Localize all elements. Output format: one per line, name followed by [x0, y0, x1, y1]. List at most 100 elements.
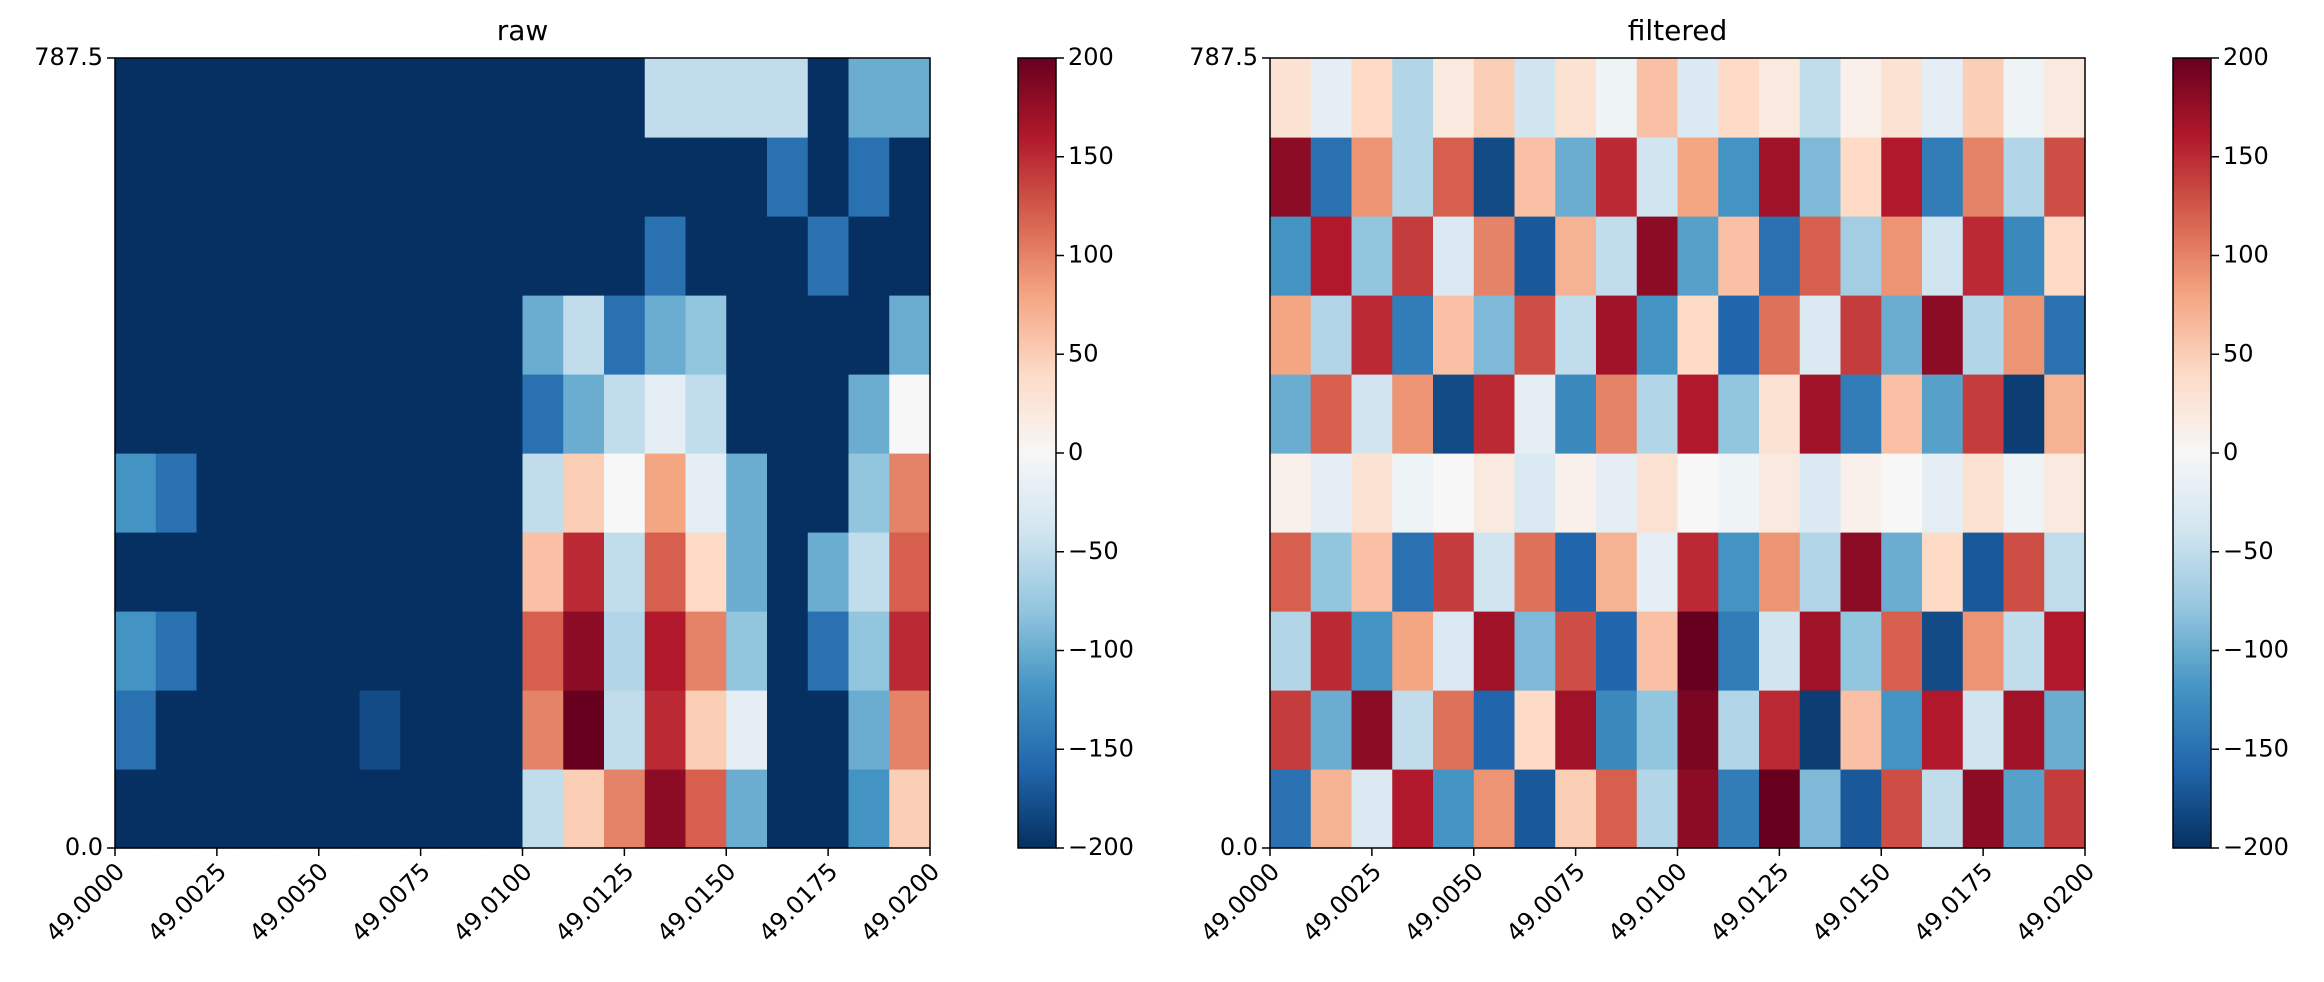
heatmap-cell: [196, 58, 238, 138]
heatmap-cell: [1596, 611, 1638, 691]
heatmap-cell: [359, 216, 401, 296]
heatmap-cell: [1759, 690, 1801, 770]
heatmap-cell: [1514, 453, 1556, 533]
heatmap-cell: [726, 453, 768, 533]
heatmap-cell: [1881, 453, 1923, 533]
heatmap-cell: [563, 295, 605, 375]
heatmap-cell: [481, 690, 524, 770]
heatmap-cell: [278, 453, 320, 533]
heatmap-cell: [685, 769, 727, 849]
heatmap-cell: [2003, 216, 2045, 296]
chart-title: raw: [497, 14, 549, 47]
heatmap-cell: [1555, 137, 1597, 217]
heatmap-cell: [1514, 532, 1556, 612]
heatmap-cell: [522, 453, 564, 533]
heatmap-cell: [604, 690, 646, 770]
heatmap-cell: [685, 532, 727, 612]
heatmap-cell: [1473, 295, 1516, 375]
heatmap-cell: [1392, 690, 1434, 770]
heatmap-cell: [726, 769, 768, 849]
heatmap-cell: [807, 295, 850, 375]
heatmap-cell: [1596, 374, 1638, 454]
x-tick-label: 49.0025: [1297, 857, 1387, 947]
heatmap-cell: [1433, 216, 1475, 296]
heatmap-cell: [237, 295, 279, 375]
heatmap-cell: [2003, 453, 2045, 533]
heatmap-cell: [1433, 374, 1475, 454]
heatmap-cell: [1799, 137, 1842, 217]
heatmap-cell: [644, 611, 687, 691]
heatmap-cell: [481, 137, 524, 217]
heatmap-cell: [1677, 295, 1719, 375]
heatmap-cell: [1596, 453, 1638, 533]
heatmap-cell: [1310, 137, 1353, 217]
heatmap-cell: [1351, 532, 1393, 612]
heatmap-cell: [1596, 295, 1638, 375]
heatmap-cell: [1881, 374, 1923, 454]
heatmap-cell: [726, 611, 768, 691]
heatmap-cell: [767, 58, 809, 138]
heatmap-cell: [2003, 374, 2045, 454]
heatmap-cell: [1677, 611, 1719, 691]
heatmap-cell: [685, 453, 727, 533]
heatmap-cell: [1351, 453, 1393, 533]
heatmap-cell: [726, 690, 768, 770]
heatmap-cell: [155, 532, 198, 612]
heatmap-cell: [1310, 453, 1353, 533]
heatmap-cell: [1718, 295, 1760, 375]
heatmap-cell: [1433, 453, 1475, 533]
heatmap-cell: [1922, 374, 1964, 454]
heatmap-cell: [359, 137, 401, 217]
heatmap-cell: [441, 611, 483, 691]
x-tick-label: 49.0075: [346, 857, 436, 947]
heatmap-cell: [889, 690, 931, 770]
heatmap-cell: [1555, 374, 1597, 454]
colorbar-tick-label: 200: [2223, 43, 2269, 71]
colorbar-tick-label: −50: [2223, 537, 2274, 565]
heatmap-cell: [644, 58, 687, 138]
x-tick-label: 49.0075: [1501, 857, 1591, 947]
chart-title: filtered: [1628, 14, 1728, 47]
heatmap-cell: [685, 58, 727, 138]
heatmap-cell: [1310, 58, 1353, 138]
heatmap-cell: [1270, 690, 1312, 770]
heatmap-cell: [1718, 137, 1760, 217]
heatmap-cell: [1799, 453, 1842, 533]
heatmap-cell: [400, 374, 442, 454]
heatmap-cell: [848, 374, 890, 454]
x-tick-label: 49.0100: [1603, 857, 1693, 947]
heatmap-cell: [400, 690, 442, 770]
heatmap-cell: [1881, 532, 1923, 612]
heatmap-cell: [1351, 58, 1393, 138]
heatmap-cell: [1799, 769, 1842, 849]
heatmap-cell: [2003, 769, 2045, 849]
heatmap-cell: [848, 58, 890, 138]
heatmap-cell: [1596, 532, 1638, 612]
heatmap-cell: [563, 453, 605, 533]
heatmap-cell: [767, 611, 809, 691]
heatmap-cell: [563, 532, 605, 612]
heatmap-cell: [1840, 374, 1882, 454]
heatmap-cell: [1310, 532, 1353, 612]
heatmap-cell: [237, 611, 279, 691]
heatmap-cell: [522, 137, 564, 217]
heatmap-cell: [848, 216, 890, 296]
heatmap-cell: [481, 295, 524, 375]
heatmap-cell: [2044, 295, 2086, 375]
heatmap-cell: [278, 611, 320, 691]
heatmap-cell: [115, 611, 157, 691]
heatmap-cell: [767, 690, 809, 770]
heatmap-cell: [1881, 58, 1923, 138]
heatmap-cell: [481, 611, 524, 691]
heatmap-cell: [644, 532, 687, 612]
heatmap-cell: [318, 769, 361, 849]
heatmap-cell: [726, 374, 768, 454]
heatmap-cell: [644, 216, 687, 296]
heatmap-cell: [278, 690, 320, 770]
heatmap-cell: [1514, 769, 1556, 849]
heatmap-cell: [2044, 374, 2086, 454]
heatmap-cell: [237, 453, 279, 533]
heatmap-cell: [726, 137, 768, 217]
heatmap-cell: [1433, 769, 1475, 849]
heatmap-cell: [2044, 532, 2086, 612]
